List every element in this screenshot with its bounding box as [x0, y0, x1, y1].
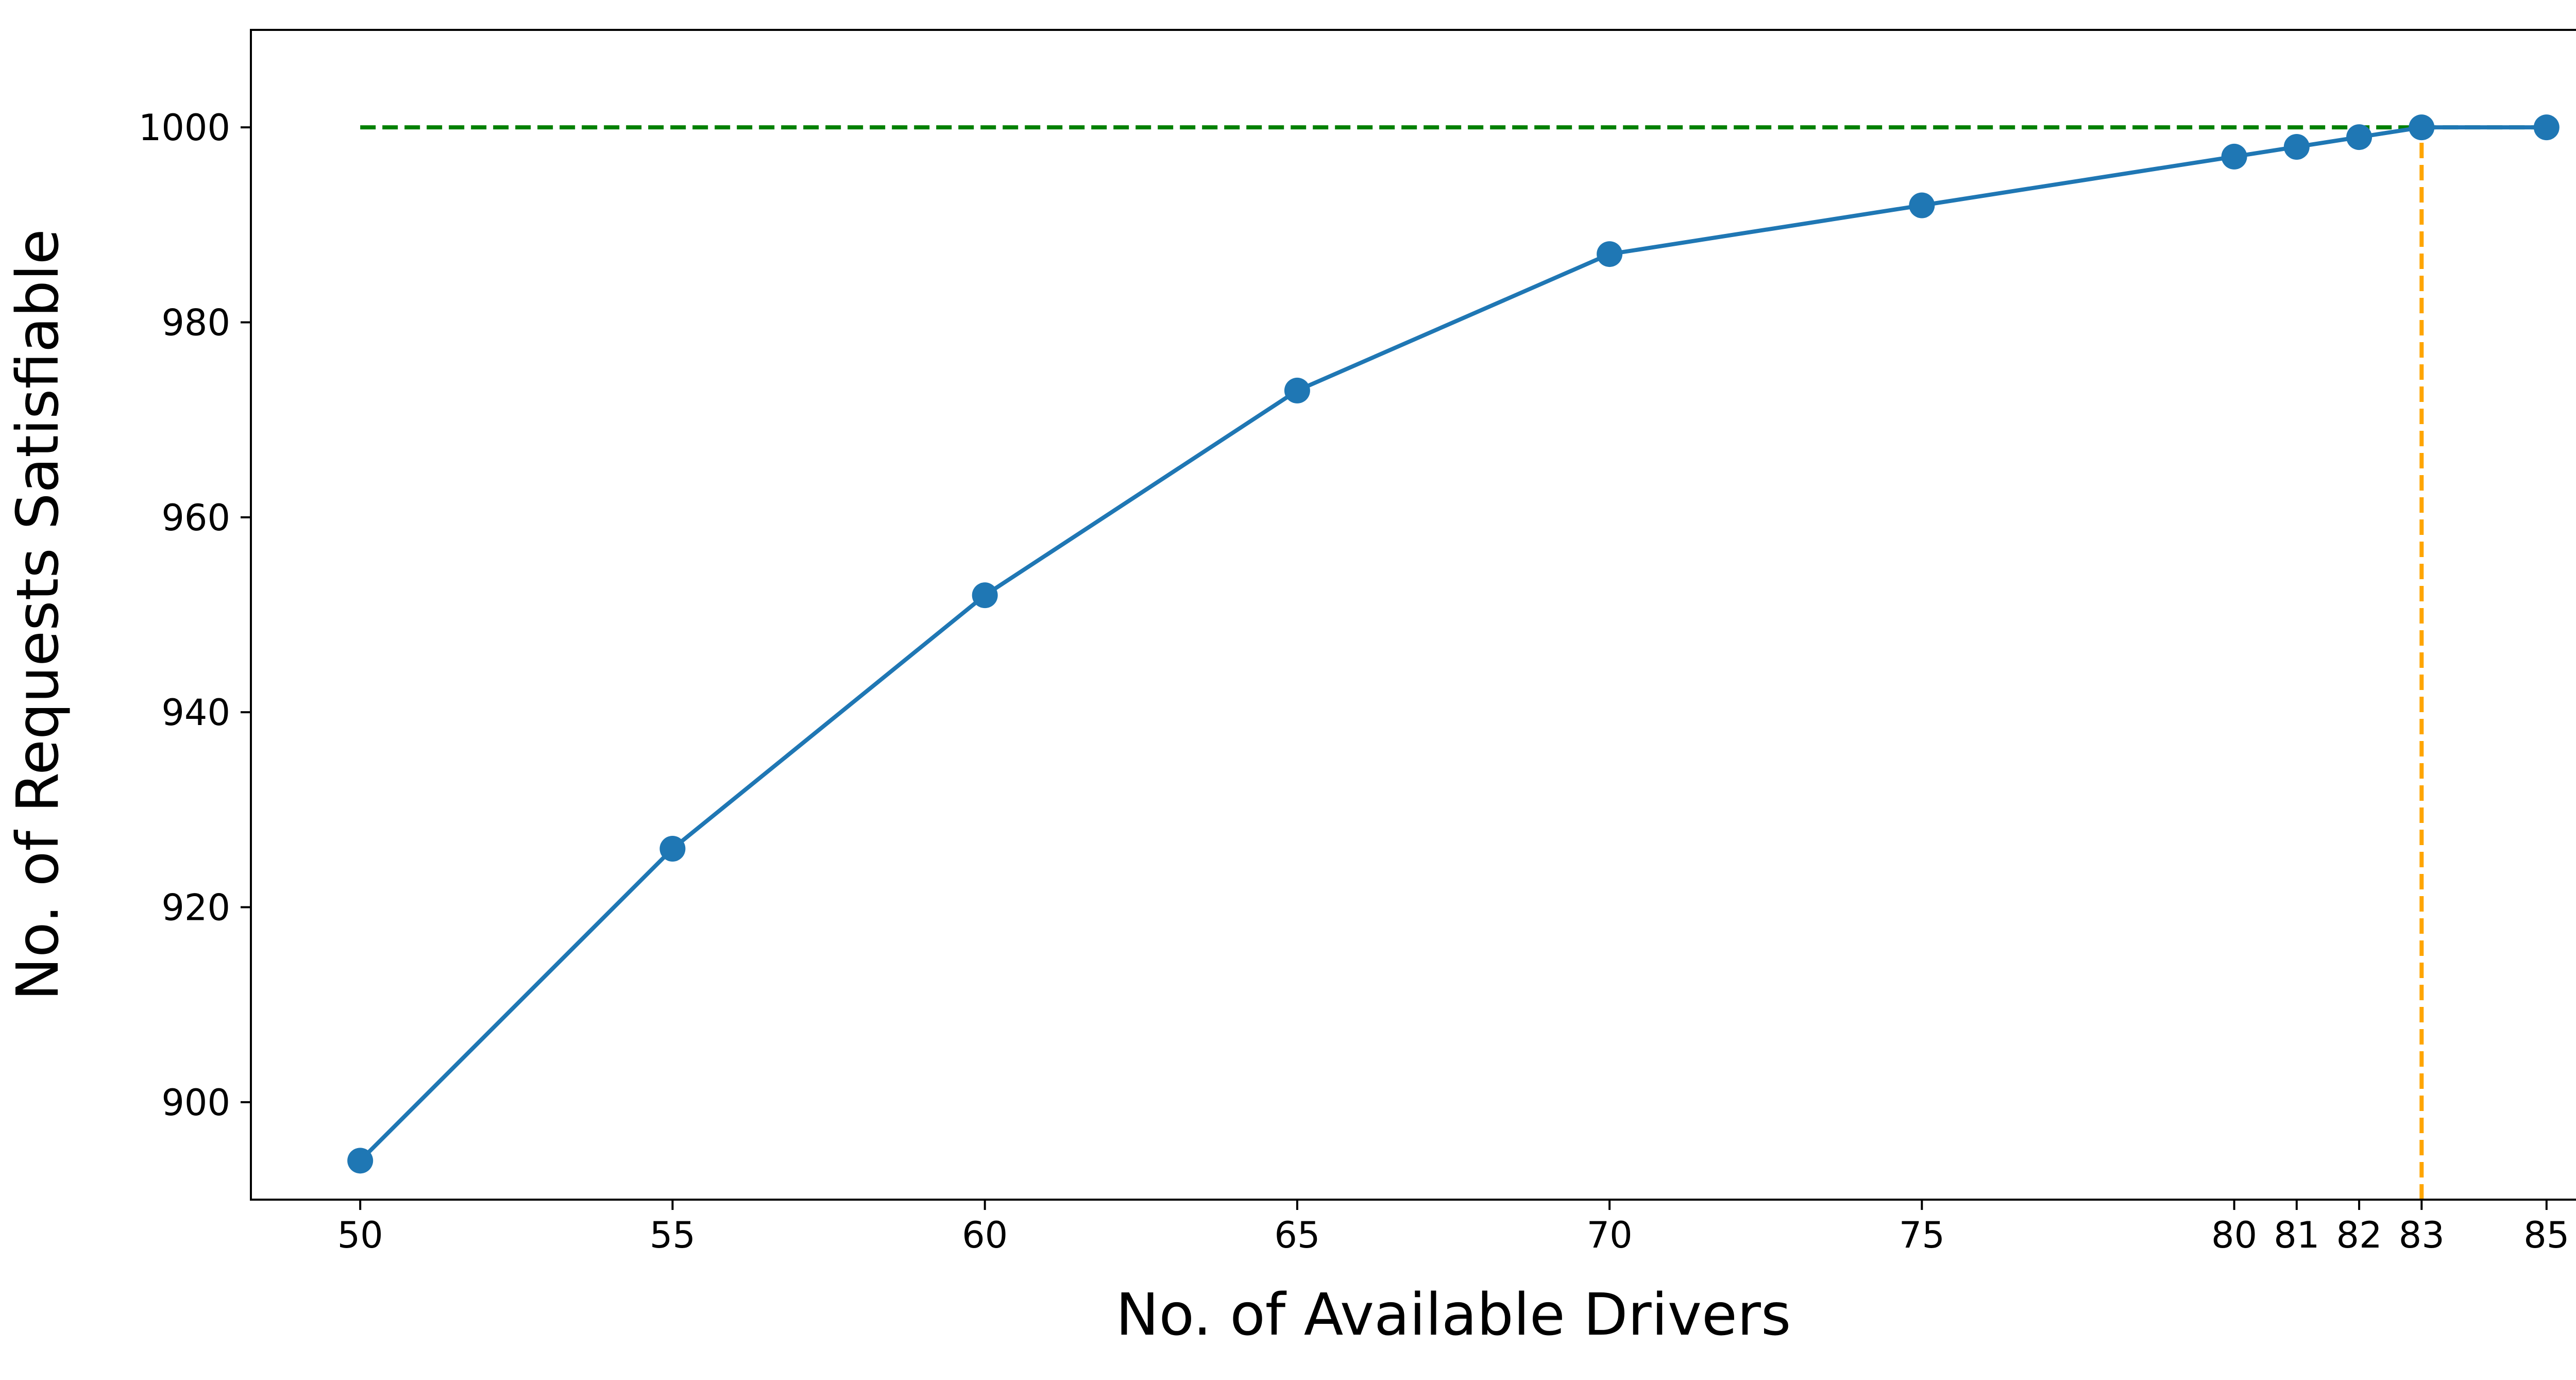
- x-tick-label: 85: [2523, 1214, 2569, 1256]
- y-tick-label: 900: [161, 1082, 230, 1124]
- reference-lines: [360, 125, 2547, 1200]
- y-tick-label: 940: [161, 692, 230, 734]
- y-axis-title: No. of Requests Satisfiable: [5, 229, 72, 1000]
- data-point: [2221, 143, 2247, 170]
- data-point: [1284, 377, 1310, 403]
- x-tick-label: 70: [1587, 1214, 1633, 1256]
- x-tick-label: 80: [2211, 1214, 2257, 1256]
- data-point: [1597, 241, 1623, 267]
- data-point: [347, 1148, 374, 1174]
- data-point: [2346, 124, 2372, 150]
- data-point: [2533, 114, 2560, 141]
- data-point: [659, 836, 686, 862]
- data-point: [2283, 134, 2310, 160]
- plot-frame: [250, 29, 2576, 1201]
- series-layer: [347, 114, 2560, 1174]
- x-axis: 50 55 60 65 70 75 80 81 82 83 85: [337, 1200, 2569, 1256]
- y-axis: 900 920 940 960 980 1000: [139, 107, 251, 1124]
- x-tick-label: 50: [337, 1214, 383, 1256]
- x-tick-label: 75: [1899, 1214, 1945, 1256]
- data-point: [972, 582, 998, 609]
- data-point: [1909, 192, 1935, 218]
- y-tick-label: 960: [161, 497, 230, 539]
- x-tick-label: 60: [962, 1214, 1008, 1256]
- y-tick-label: 920: [161, 887, 230, 929]
- y-tick-label: 1000: [139, 107, 230, 149]
- x-tick-label: 81: [2274, 1214, 2319, 1256]
- x-tick-label: 82: [2336, 1214, 2382, 1256]
- data-point: [2409, 114, 2435, 141]
- x-tick-label: 55: [650, 1214, 696, 1256]
- x-axis-title: No. of Available Drivers: [1116, 1282, 1791, 1349]
- y-tick-label: 980: [161, 302, 230, 344]
- x-tick-label: 83: [2399, 1214, 2445, 1256]
- x-tick-label: 65: [1274, 1214, 1320, 1256]
